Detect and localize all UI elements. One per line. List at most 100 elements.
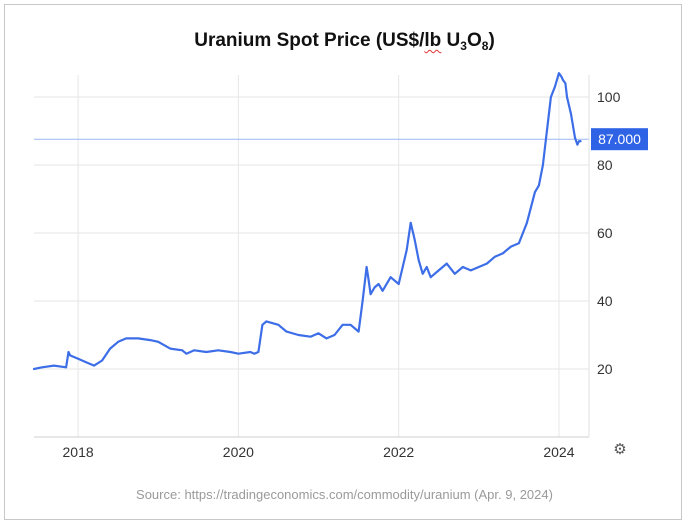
data-point	[325, 337, 328, 340]
y-tick-label: 20	[597, 361, 613, 377]
data-point	[546, 130, 548, 132]
data-point	[185, 352, 188, 355]
data-point	[33, 368, 35, 370]
data-point	[265, 320, 268, 323]
data-point	[285, 330, 288, 333]
data-point	[421, 272, 424, 275]
data-point	[501, 252, 504, 255]
data-point	[373, 286, 376, 289]
data-point	[193, 349, 196, 352]
data-point	[367, 276, 370, 279]
data-point	[317, 332, 320, 335]
data-point	[493, 255, 496, 258]
data-point	[485, 262, 488, 265]
data-point	[117, 340, 120, 343]
data-point	[578, 140, 580, 143]
data-point	[525, 221, 528, 224]
title-unit-lb: lb	[424, 30, 442, 51]
data-point	[53, 364, 55, 367]
y-tick-label: 40	[597, 293, 613, 309]
data-point	[534, 191, 536, 194]
current-value-badge	[591, 128, 648, 151]
data-point	[560, 75, 563, 78]
data-point	[538, 184, 540, 187]
data-point	[149, 339, 152, 341]
source-note: Source: https://tradingeconomics.com/com…	[136, 487, 553, 502]
y-tick-label: 60	[597, 225, 613, 241]
data-point	[417, 259, 420, 262]
data-point	[445, 262, 448, 265]
data-point	[205, 351, 208, 353]
data-point	[453, 272, 456, 275]
data-point	[570, 113, 572, 115]
data-point	[389, 276, 392, 279]
data-point	[425, 266, 428, 268]
x-tick-label: 2018	[63, 444, 94, 460]
data-point	[137, 337, 140, 340]
data-point	[554, 85, 556, 88]
data-point	[253, 352, 256, 355]
chart-title: Uranium Spot Price (US$/lb U3O8)	[194, 30, 495, 53]
data-point	[181, 349, 184, 352]
data-point	[65, 366, 67, 369]
y-tick-label: 80	[597, 157, 613, 173]
data-point	[521, 232, 524, 234]
data-point	[413, 238, 416, 241]
data-point	[564, 82, 567, 85]
data-point	[41, 366, 43, 369]
data-point	[576, 143, 579, 146]
data-point	[217, 349, 220, 352]
data-point	[361, 300, 364, 302]
data-point	[349, 323, 352, 326]
data-point	[509, 245, 512, 248]
data-point	[309, 335, 312, 338]
data-point	[409, 221, 412, 224]
data-point	[297, 334, 300, 336]
data-point	[85, 361, 87, 364]
data-point	[542, 164, 544, 166]
data-point	[67, 351, 70, 353]
y-tick-label: 100	[597, 89, 621, 105]
data-point	[517, 242, 520, 245]
data-point	[169, 347, 172, 350]
data-point	[257, 351, 260, 353]
data-point	[249, 351, 252, 353]
data-point	[277, 323, 280, 326]
data-point	[562, 79, 564, 81]
data-point	[550, 96, 552, 98]
settings-gear-icon[interactable]: ⚙	[613, 441, 627, 458]
data-point	[574, 136, 576, 139]
data-point	[558, 72, 560, 75]
data-point	[397, 283, 400, 285]
current-value-label: 87.000	[598, 131, 641, 147]
data-point	[125, 337, 128, 340]
chart-frame	[4, 4, 682, 520]
data-point	[381, 289, 384, 292]
x-tick-label: 2022	[383, 444, 414, 460]
data-point	[77, 357, 79, 360]
data-point	[69, 354, 71, 357]
data-point	[157, 340, 160, 343]
data-point	[101, 359, 104, 362]
data-point	[333, 334, 336, 336]
data-point	[437, 269, 440, 272]
data-point	[341, 323, 344, 326]
data-point	[566, 96, 568, 98]
data-point	[365, 266, 368, 268]
data-point	[229, 351, 232, 353]
data-point	[429, 276, 432, 279]
data-point	[579, 140, 582, 143]
data-point	[357, 330, 360, 333]
data-point	[109, 347, 112, 350]
data-point	[377, 283, 380, 285]
x-tick-label: 2020	[223, 444, 254, 460]
price-line	[32, 72, 582, 371]
x-tick-label: 2024	[543, 444, 574, 460]
data-point	[261, 323, 264, 326]
data-point	[93, 364, 96, 367]
data-point	[405, 249, 408, 251]
data-point	[469, 269, 472, 272]
data-point	[461, 266, 464, 268]
data-point	[237, 352, 240, 355]
